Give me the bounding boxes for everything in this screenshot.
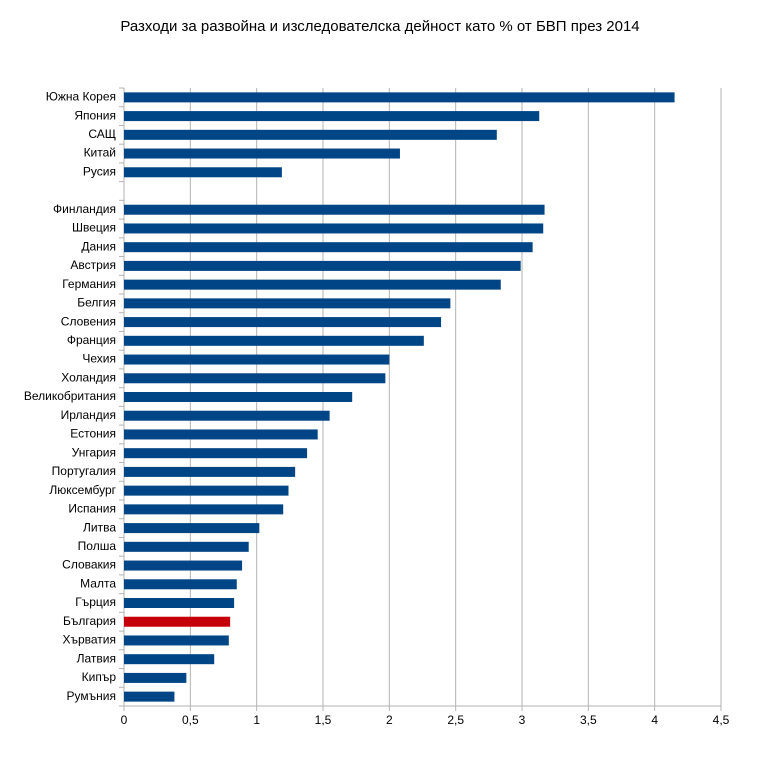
bar: [124, 466, 296, 477]
bar: [124, 148, 400, 159]
y-tick-label: България: [63, 614, 116, 628]
x-tick-label: 4,5: [713, 713, 730, 727]
y-tick-label: Белгия: [77, 296, 116, 310]
x-tick-label: 1: [253, 713, 260, 727]
y-tick-label: Словения: [61, 314, 116, 328]
bar: [124, 335, 424, 346]
y-tick-label: Великобритания: [24, 389, 116, 403]
bar: [124, 317, 442, 328]
bar: [124, 298, 451, 309]
bar: [124, 579, 237, 590]
bar: [124, 223, 544, 234]
y-tick-label: Португалия: [52, 464, 116, 478]
x-tick-label: 1,5: [315, 713, 332, 727]
x-tick-label: 3: [519, 713, 526, 727]
y-tick-label: Франция: [67, 333, 116, 347]
bar: [124, 448, 308, 459]
bar: [124, 204, 545, 215]
y-tick-label: САЩ: [88, 127, 116, 141]
y-tick-label: Полша: [78, 539, 117, 553]
bar: [124, 260, 521, 271]
bar: [124, 523, 260, 534]
bar: [124, 410, 330, 421]
y-tick-label: Дания: [81, 239, 116, 253]
y-tick-label: Кипър: [82, 670, 117, 684]
y-tick-label: Чехия: [82, 352, 116, 366]
bar: [124, 654, 215, 665]
y-tick-label: Холандия: [61, 370, 116, 384]
bar: [124, 504, 284, 515]
bar: [124, 373, 386, 384]
bar: [124, 541, 249, 552]
bar: [124, 92, 675, 103]
x-tick-label: 2: [386, 713, 393, 727]
x-tick-label: 0,5: [182, 713, 199, 727]
x-tick-label: 0: [121, 713, 128, 727]
y-tick-label: Австрия: [70, 258, 116, 272]
y-tick-label: Финландия: [53, 202, 116, 216]
bar: [124, 167, 282, 178]
bar: [124, 485, 289, 496]
bar: [124, 242, 533, 253]
bar: [124, 635, 229, 646]
y-tick-label: Румъния: [67, 689, 116, 703]
bar: [124, 279, 501, 290]
bar: [124, 672, 187, 683]
y-tick-label: Япония: [74, 108, 116, 122]
bar: [124, 392, 353, 402]
y-tick-label: Унгария: [72, 445, 116, 459]
y-tick-label: Литва: [83, 520, 116, 534]
bar: [124, 560, 243, 571]
y-tick-label: Естония: [70, 427, 116, 441]
y-tick-label: Словакия: [62, 558, 116, 572]
bar: [124, 429, 318, 440]
y-tick-label: Люксембург: [49, 483, 116, 497]
y-tick-label: Южна Корея: [46, 90, 116, 104]
y-tick-label: Гърция: [75, 595, 116, 609]
y-tick-label: Китай: [84, 146, 116, 160]
bar: [124, 616, 231, 627]
bar: [124, 111, 540, 122]
chart-title: Разходи за развойна и изследователска де…: [120, 18, 639, 35]
y-tick-label: Германия: [62, 277, 116, 291]
bar: [124, 691, 175, 702]
y-tick-label: Испания: [68, 502, 116, 516]
y-tick-label: Швеция: [72, 221, 116, 235]
x-tick-label: 2,5: [447, 713, 464, 727]
x-tick-label: 3,5: [580, 713, 597, 727]
bar: [124, 354, 390, 365]
bar: [124, 598, 235, 608]
y-tick-label: Латвия: [77, 651, 116, 665]
x-tick-label: 4: [651, 713, 658, 727]
bar: [124, 129, 497, 140]
y-tick-label: Ирландия: [61, 408, 116, 422]
y-tick-label: Малта: [80, 576, 116, 590]
y-tick-label: Хърватия: [62, 633, 116, 647]
y-tick-label: Русия: [83, 164, 116, 178]
